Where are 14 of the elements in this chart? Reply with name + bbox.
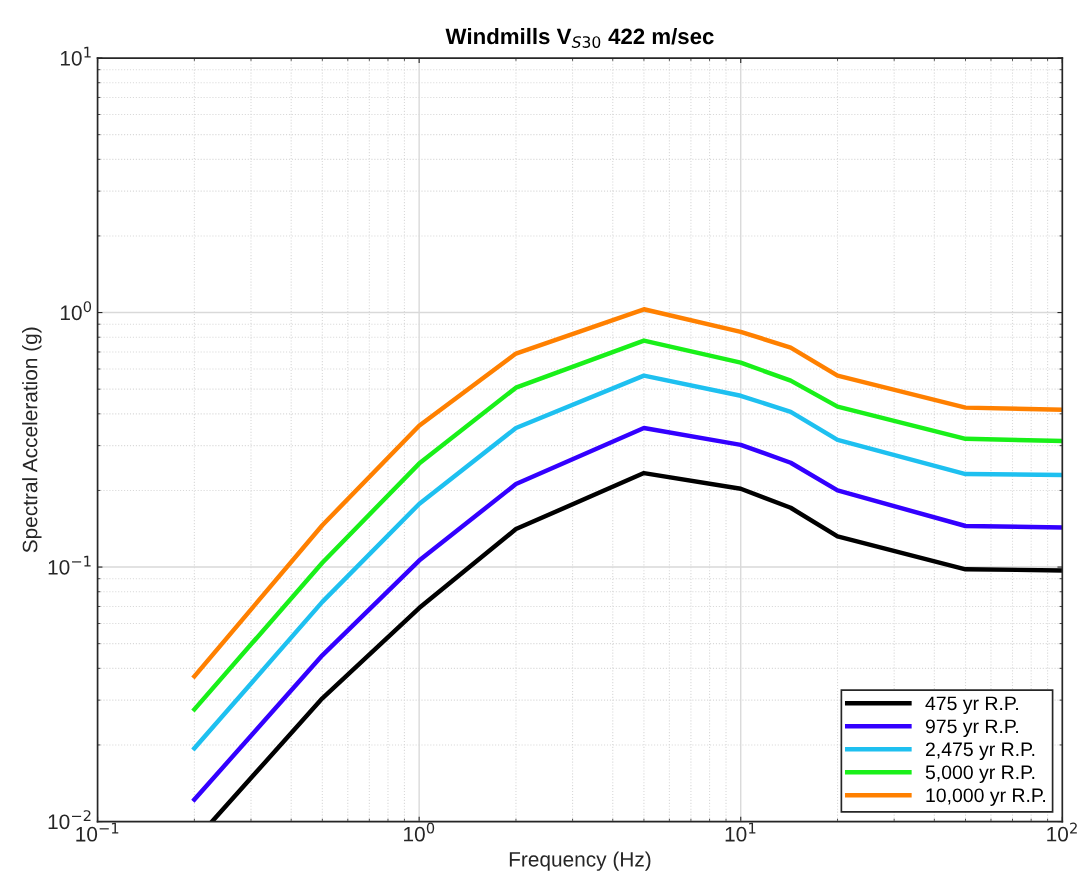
x-tick-label: 10$^{2}$ [1047,822,1077,842]
y-tick-label: 10$^{1}$ [60,46,91,66]
y-axis-title: Spectral Acceleration (g) [22,327,42,553]
y-tick-label: 10$^{0}$ [60,301,92,321]
x-tick-label: 10$^{0}$ [404,822,435,842]
chart-title: Windmills V$_{S30}$ 422 m/sec [445,27,714,48]
x-axis-title: Frequency (Hz) [509,851,651,871]
legend-label: 5,000 yr R.P. [925,765,1035,784]
legend-label: 2,475 yr R.P. [925,742,1035,761]
legend-label: 475 yr R.P. [925,696,1018,715]
y-tick-label: 10$^{−1}$ [48,555,91,575]
legend-label: 10,000 yr R.P. [926,788,1045,806]
legend-label: 975 yr R.P. [925,719,1018,738]
x-tick-label: 10$^{1}$ [725,822,756,842]
